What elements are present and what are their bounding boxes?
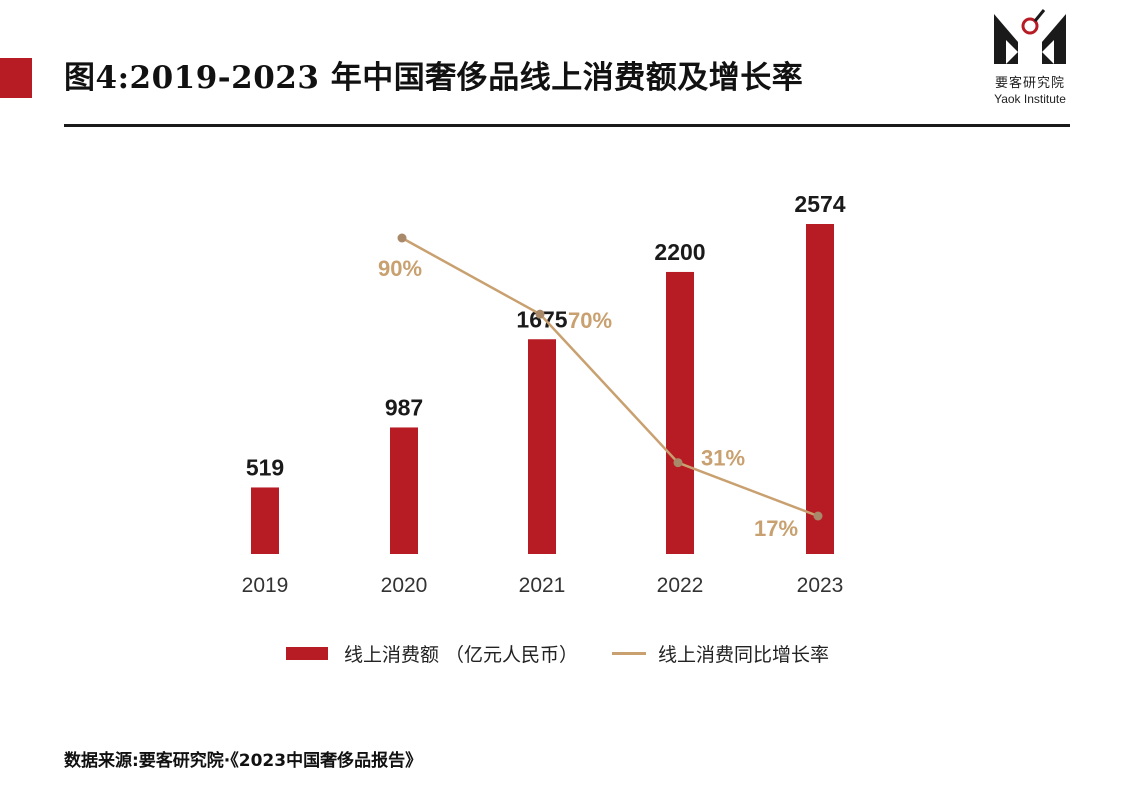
chart-title: 图4:2019-2023 年中国奢侈品线上消费额及增长率	[64, 60, 804, 96]
bar-value-label: 519	[246, 454, 284, 480]
growth-rate-label: 31%	[701, 446, 745, 471]
legend-item-bar: 线上消费额 （亿元人民币）	[286, 640, 578, 667]
growth-rate-label: 90%	[378, 256, 422, 281]
bar	[528, 339, 556, 554]
growth-rate-label: 70%	[568, 308, 612, 333]
growth-rate-point	[535, 309, 545, 319]
growth-rate-point	[813, 511, 823, 521]
logo-name-cn: 要客研究院	[994, 76, 1065, 91]
legend-bar-swatch	[286, 646, 328, 660]
bar-value-label: 2574	[794, 191, 845, 217]
bar	[390, 427, 418, 554]
bar	[666, 271, 694, 554]
legend-item-line: 线上消费同比增长率	[612, 640, 829, 667]
x-tick-label: 2021	[519, 574, 566, 597]
title-divider	[64, 124, 1070, 127]
bar	[251, 487, 279, 554]
data-source-note: 数据来源:要客研究院·《2023中国奢侈品报告》	[64, 751, 423, 771]
bar	[806, 224, 834, 554]
bar-line-chart: 519 2019 987 2020 1675 2021 2200 2022 2574 2023 90…	[242, 191, 846, 597]
growth-rate-label: 17%	[754, 516, 798, 541]
bar-value-label: 987	[385, 394, 423, 420]
bar-value-label: 1675	[516, 306, 567, 332]
logo-name-en: Yaok Institute	[994, 92, 1066, 106]
growth-rate-line	[401, 236, 819, 518]
x-tick-label: 2020	[381, 574, 428, 597]
bar-value-label: 2200	[654, 239, 705, 265]
yaok-logo: 要客研究院 Yaok Institute	[984, 4, 1076, 106]
legend-line-label: 线上消费同比增长率	[658, 643, 830, 666]
growth-rate-point	[673, 458, 683, 468]
growth-rate-point	[397, 233, 407, 243]
legend-line-swatch	[612, 651, 647, 655]
title-accent-block	[0, 58, 32, 98]
yaok-logo-mark-icon	[994, 9, 1066, 64]
x-tick-label: 2023	[797, 574, 844, 597]
x-tick-label: 2019	[242, 574, 289, 597]
chart-legend: 线上消费额 （亿元人民币） 线上消费同比增长率	[286, 640, 863, 666]
x-tick-label: 2022	[657, 574, 704, 597]
legend-bar-label: 线上消费额 （亿元人民币）	[344, 643, 579, 666]
